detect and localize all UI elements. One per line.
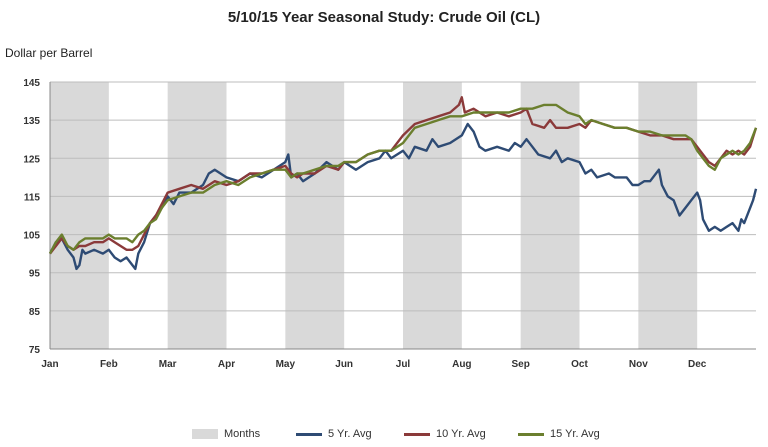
legend-15yr-label: 15 Yr. Avg (550, 428, 600, 440)
legend-10yr-swatch (404, 432, 430, 436)
y-tick-labels-group: 75 85 95 105 115 125 135 145 (23, 78, 40, 356)
legend: Months 5 Yr. Avg 10 Yr. Avg 15 Yr. Avg (0, 426, 768, 442)
x-tick-dec: Dec (688, 359, 707, 370)
legend-months-label: Months (224, 428, 261, 440)
chart-plot: 75 85 95 105 115 125 135 145 Jan Feb Mar Apr May Jun… (23, 78, 758, 370)
y-axis-label: Dollar per Barrel (5, 46, 93, 60)
y-tick-75: 75 (29, 345, 41, 356)
x-tick-nov: Nov (629, 359, 648, 370)
legend-item-10yr: 10 Yr. Avg (404, 426, 486, 442)
legend-item-15yr: 15 Yr. Avg (518, 426, 600, 442)
series-line-10yr (49, 96, 758, 255)
y-tick-95: 95 (29, 269, 41, 280)
x-tick-feb: Feb (100, 359, 118, 370)
x-tick-mar: Mar (159, 359, 177, 370)
series-lines-group (48, 96, 758, 271)
series-line-15yr (48, 103, 758, 255)
grid-lines-group (49, 81, 756, 350)
x-tick-oct: Oct (571, 359, 588, 370)
y-tick-135: 135 (23, 116, 40, 127)
y-tick-85: 85 (29, 307, 41, 318)
series-line-5yr (48, 122, 758, 271)
month-band-mar (167, 82, 227, 349)
legend-15yr-swatch (518, 432, 544, 436)
x-tick-sep: Sep (511, 359, 529, 370)
chart-title: 5/10/15 Year Seasonal Study: Crude Oil (… (227, 9, 541, 26)
x-tick-jan: Jan (41, 359, 58, 370)
y-tick-125: 125 (23, 154, 40, 165)
legend-item-months: Months (192, 426, 260, 442)
y-tick-105: 105 (23, 231, 40, 242)
legend-item-5yr: 5 Yr. Avg (296, 426, 372, 442)
legend-5yr-label: 5 Yr. Avg (328, 428, 372, 440)
legend-5yr-swatch (296, 432, 322, 436)
x-tick-jul: Jul (396, 359, 411, 370)
x-tick-jun: Jun (335, 359, 353, 370)
x-tick-may: May (276, 359, 296, 370)
x-tick-aug: Aug (452, 359, 471, 370)
month-band-nov (638, 82, 698, 349)
y-tick-115: 115 (24, 192, 41, 203)
legend-months-swatch (192, 429, 218, 439)
y-tick-145: 145 (23, 78, 40, 89)
x-tick-labels-group: Jan Feb Mar Apr May Jun Jul Aug Sep Oct Nov Dec (41, 359, 706, 370)
x-tick-apr: Apr (218, 359, 235, 370)
month-band-jan (50, 82, 109, 349)
legend-10yr-label: 10 Yr. Avg (436, 428, 486, 440)
month-band-may (285, 82, 345, 349)
